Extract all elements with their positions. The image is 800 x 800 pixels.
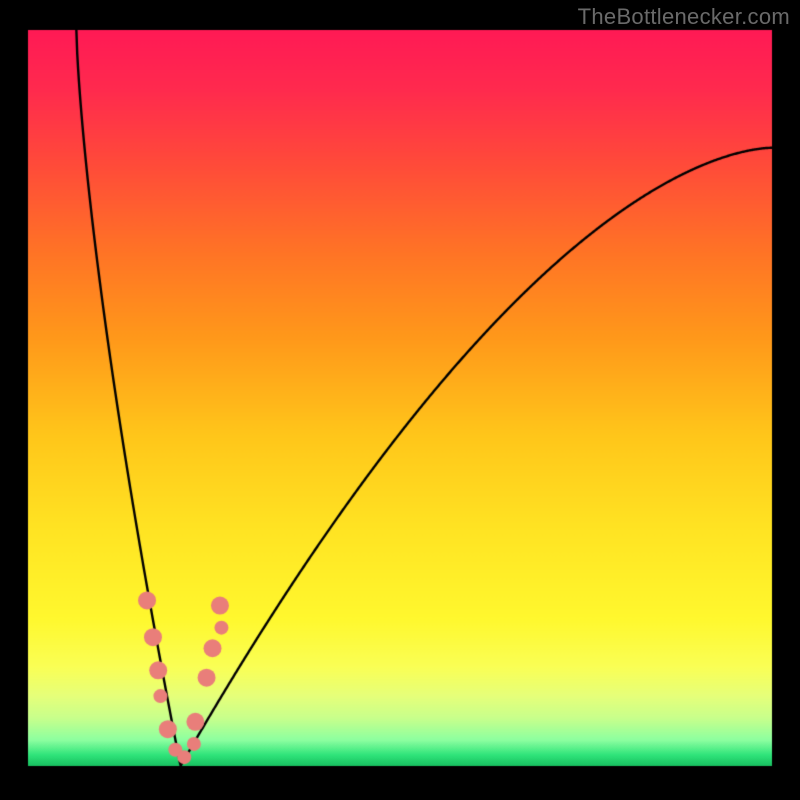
bottleneck-chart-canvas (0, 0, 800, 800)
